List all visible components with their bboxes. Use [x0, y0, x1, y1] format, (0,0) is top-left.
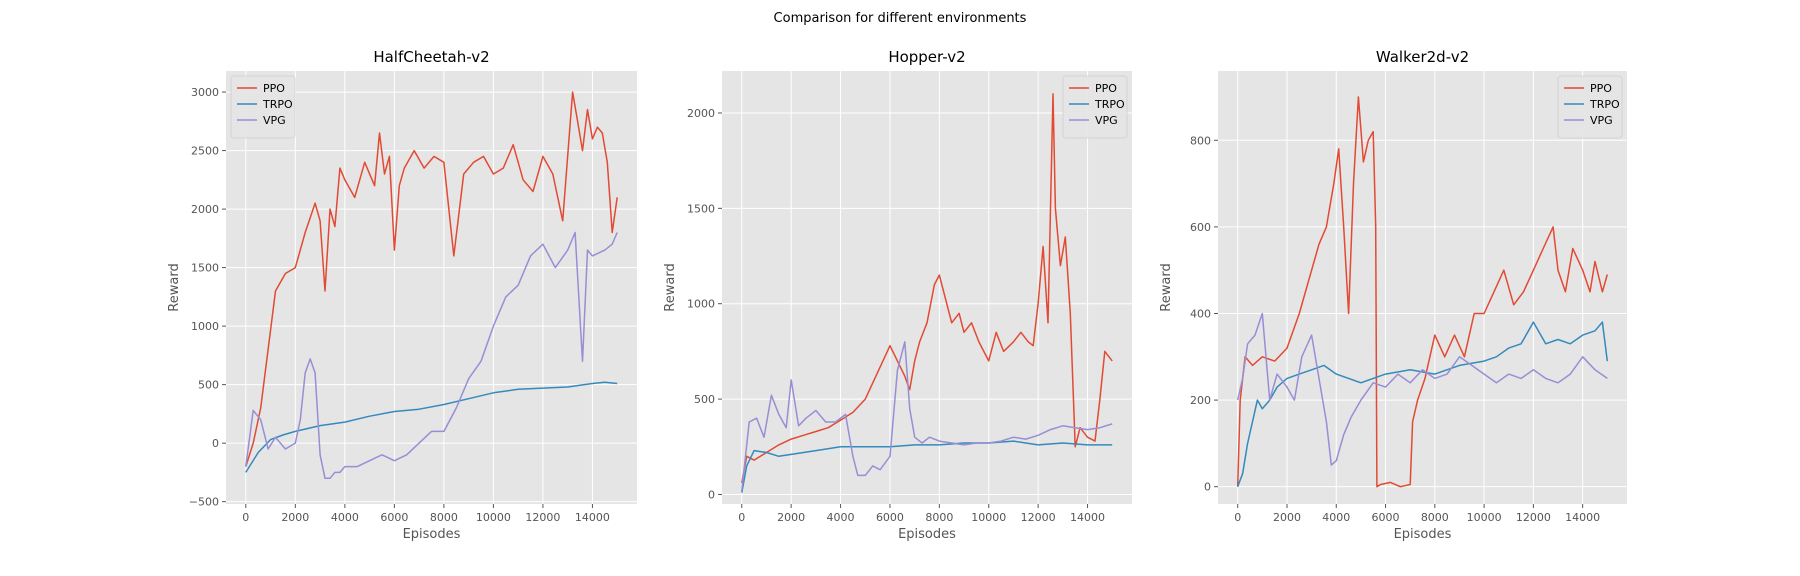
x-tick-label: 4000	[331, 511, 359, 524]
x-tick-label: 8000	[430, 511, 458, 524]
y-tick-label: 1000	[191, 320, 219, 333]
y-tick-label: 3000	[191, 86, 219, 99]
x-tick-label: 10000	[476, 511, 511, 524]
subplot-title: Walker2d-v2	[1376, 48, 1469, 66]
legend-box	[230, 75, 296, 139]
series-line-ppo	[1236, 96, 1609, 488]
x-tick-label: 6000	[1372, 511, 1400, 524]
legend-label-trpo: TRPO	[1094, 98, 1125, 111]
legend-box	[1062, 75, 1128, 139]
legend-label-trpo: TRPO	[1589, 98, 1620, 111]
legend-label-ppo: PPO	[1095, 82, 1117, 95]
x-tick-label: 0	[738, 511, 745, 524]
legend-label-vpg: VPG	[263, 114, 286, 127]
x-tick-label: 14000	[1070, 511, 1105, 524]
y-axis-label: Reward	[1159, 263, 1174, 311]
x-tick-label: 10000	[971, 511, 1006, 524]
x-tick-label: 14000	[575, 511, 610, 524]
x-axis-label: Episodes	[403, 527, 461, 542]
series-line-trpo	[245, 381, 618, 473]
y-tick-label: −500	[189, 496, 219, 509]
y-tick-label: 1000	[687, 298, 715, 311]
legend-label-ppo: PPO	[263, 82, 285, 95]
series-line-trpo	[1236, 321, 1609, 487]
x-tick-label: 4000	[827, 511, 855, 524]
x-tick-label: 12000	[1021, 511, 1056, 524]
legend-label-vpg: VPG	[1095, 114, 1118, 127]
series-line-vpg	[245, 231, 618, 480]
y-tick-label: 400	[1190, 307, 1211, 320]
x-tick-label: 2000	[777, 511, 805, 524]
series-line-ppo	[741, 93, 1113, 484]
y-tick-label: 1500	[687, 202, 715, 215]
series-line-vpg	[741, 341, 1113, 491]
x-axis-label: Episodes	[898, 527, 956, 542]
y-tick-label: 2000	[191, 203, 219, 216]
legend-label-ppo: PPO	[1590, 82, 1612, 95]
y-tick-label: 800	[1190, 134, 1211, 147]
plot-area	[722, 71, 1132, 504]
x-tick-label: 2000	[1273, 511, 1301, 524]
x-tick-label: 4000	[1322, 511, 1350, 524]
y-tick-label: 2000	[687, 107, 715, 120]
y-tick-label: 2500	[191, 145, 219, 158]
y-tick-label: 0	[212, 437, 219, 450]
legend-label-trpo: TRPO	[262, 98, 293, 111]
y-axis-label: Reward	[663, 263, 678, 311]
x-tick-label: 12000	[1516, 511, 1551, 524]
y-tick-label: 500	[198, 379, 219, 392]
x-tick-label: 8000	[925, 511, 953, 524]
x-tick-label: 14000	[1565, 511, 1600, 524]
x-tick-label: 2000	[281, 511, 309, 524]
series-line-vpg	[1236, 312, 1608, 466]
subplot-2: 0 2000 4000 6000 8000 10000 12000 14000 0 500 1000…	[663, 48, 1132, 542]
legend-label-vpg: VPG	[1590, 114, 1613, 127]
y-tick-label: 600	[1190, 221, 1211, 234]
x-tick-label: 0	[1234, 511, 1241, 524]
y-tick-label: 200	[1190, 394, 1211, 407]
y-tick-label: 0	[708, 488, 715, 501]
x-tick-label: 6000	[876, 511, 904, 524]
subplot-title: HalfCheetah-v2	[373, 48, 489, 66]
series-line-trpo	[741, 440, 1113, 493]
subplot-title: Hopper-v2	[888, 48, 965, 66]
x-tick-label: 10000	[1467, 511, 1502, 524]
y-axis-label: Reward	[167, 263, 182, 311]
subplot-1: 0 2000 4000 6000 8000 10000 12000 14000 −500 0 500…	[167, 48, 637, 542]
y-tick-label: 1500	[191, 262, 219, 275]
series-line-ppo	[245, 91, 618, 467]
x-tick-label: 6000	[380, 511, 408, 524]
y-tick-label: 500	[694, 393, 715, 406]
x-tick-label: 0	[242, 511, 249, 524]
x-tick-label: 8000	[1421, 511, 1449, 524]
subplot-3: 0 2000 4000 6000 8000 10000 12000 14000 0 200 400 6…	[1159, 48, 1627, 542]
y-tick-label: 0	[1204, 481, 1211, 494]
figure-suptitle: Comparison for different environments	[774, 11, 1027, 26]
plot-area	[1218, 71, 1627, 504]
x-axis-label: Episodes	[1394, 527, 1452, 542]
x-tick-label: 12000	[525, 511, 560, 524]
legend-box	[1557, 75, 1623, 139]
